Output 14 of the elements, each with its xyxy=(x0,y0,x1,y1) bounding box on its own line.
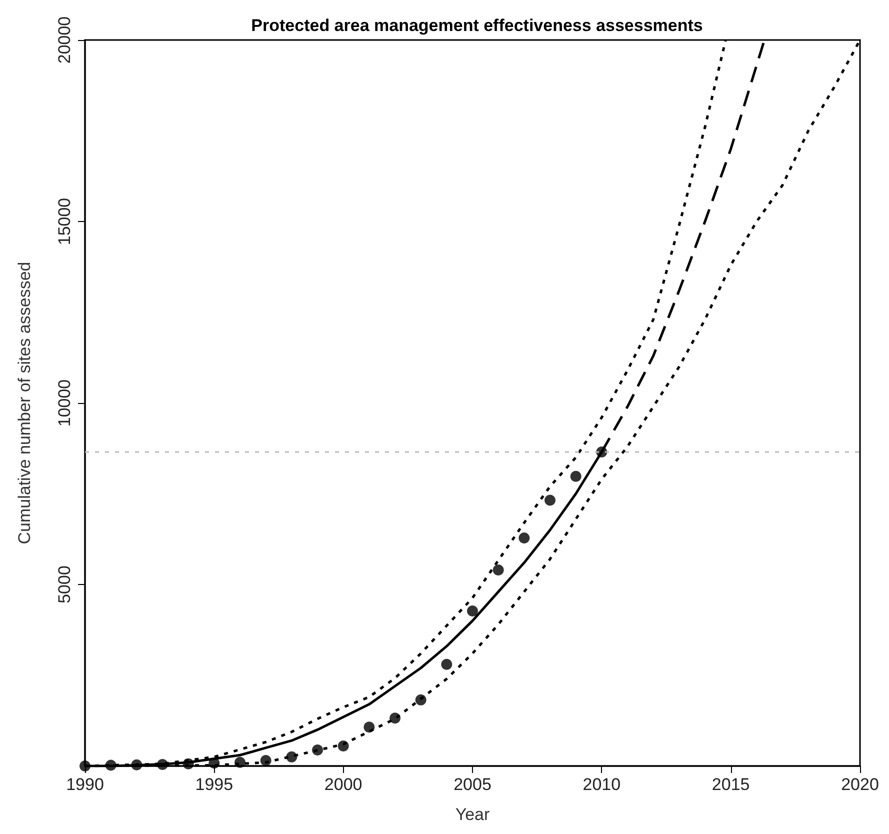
x-tick-label: 2005 xyxy=(454,775,492,794)
x-axis-title: Year xyxy=(455,805,490,824)
x-tick-label: 2015 xyxy=(712,775,750,794)
y-tick-label: 5000 xyxy=(55,566,74,604)
x-tick-label: 1995 xyxy=(195,775,234,794)
x-tick-label: 1990 xyxy=(66,775,104,794)
x-tick-label: 2010 xyxy=(582,775,621,794)
x-tick-label: 2020 xyxy=(841,775,879,794)
y-tick-label: 10000 xyxy=(55,379,74,427)
y-tick-label: 15000 xyxy=(55,198,74,246)
y-axis-title: Cumulative number of sites assessed xyxy=(15,262,34,544)
chart-title: Protected area management effectiveness assessments xyxy=(251,16,703,35)
x-tick-label: 2000 xyxy=(324,775,362,794)
y-tick-label: 20000 xyxy=(55,16,74,64)
